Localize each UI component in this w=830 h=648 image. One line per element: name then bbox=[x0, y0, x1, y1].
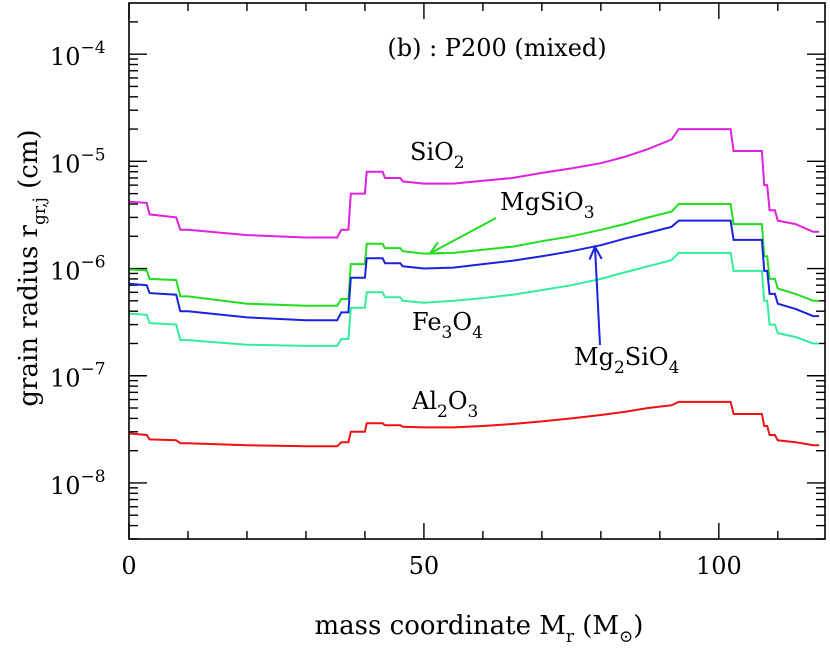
series-label: Al2O3 bbox=[411, 387, 478, 422]
y-axis-label-main: grain radius r bbox=[14, 224, 44, 406]
x-axis-label-main: mass coordinate M bbox=[315, 611, 566, 641]
series-label: SiO2 bbox=[410, 138, 465, 173]
y-tick-label: 10−8 bbox=[50, 467, 106, 500]
series-line-sio2 bbox=[128, 128, 820, 239]
label-arrow bbox=[593, 246, 601, 346]
label-layer: SiO2 MgSiO3 Fe3O4 Mg2SiO4 Al2O3 bbox=[410, 138, 679, 422]
x-tick-label: 0 bbox=[121, 552, 136, 580]
label-arrowhead bbox=[427, 241, 444, 255]
label-arrowhead bbox=[588, 244, 603, 260]
y-axis-label: grain radius rgr,j (cm) bbox=[14, 129, 50, 406]
chart-title: (b) : P200 (mixed) bbox=[387, 34, 606, 62]
x-tick-label: 100 bbox=[696, 552, 742, 580]
y-tick-label: 10−4 bbox=[50, 38, 106, 71]
series-layer bbox=[128, 128, 820, 448]
series-label: Fe3O4 bbox=[412, 308, 483, 343]
y-tick-label: 10−6 bbox=[50, 253, 106, 286]
label-arrow bbox=[429, 217, 497, 255]
series-line-mgsio3 bbox=[128, 203, 820, 307]
series-label: Mg2SiO4 bbox=[574, 343, 679, 378]
x-axis-label-sub: r bbox=[566, 627, 575, 647]
y-tick-label: 10−5 bbox=[50, 145, 106, 178]
y-axis-label-sub: gr,j bbox=[30, 197, 50, 225]
series-line-fe3o4 bbox=[128, 251, 820, 347]
series-line-mg2sio4 bbox=[128, 219, 820, 322]
y-axis-label-unit: (cm) bbox=[14, 129, 44, 197]
series-line-al2o3 bbox=[128, 400, 820, 448]
series-label: MgSiO3 bbox=[500, 188, 595, 223]
x-axis-label-unit-sub: ⊙ bbox=[619, 627, 633, 647]
plot-frame bbox=[128, 2, 826, 540]
y-tick-label: 10−7 bbox=[50, 360, 106, 393]
x-axis-label: mass coordinate Mr (M⊙) bbox=[315, 611, 644, 647]
tick-layer: 0 50 100 10−8 10−7 10−6 10−5 10−4 bbox=[50, 3, 825, 580]
x-axis-label-unit-close: ) bbox=[633, 611, 643, 641]
x-tick-label: 50 bbox=[409, 552, 440, 580]
x-axis-label-unit-open: (M bbox=[574, 611, 619, 641]
